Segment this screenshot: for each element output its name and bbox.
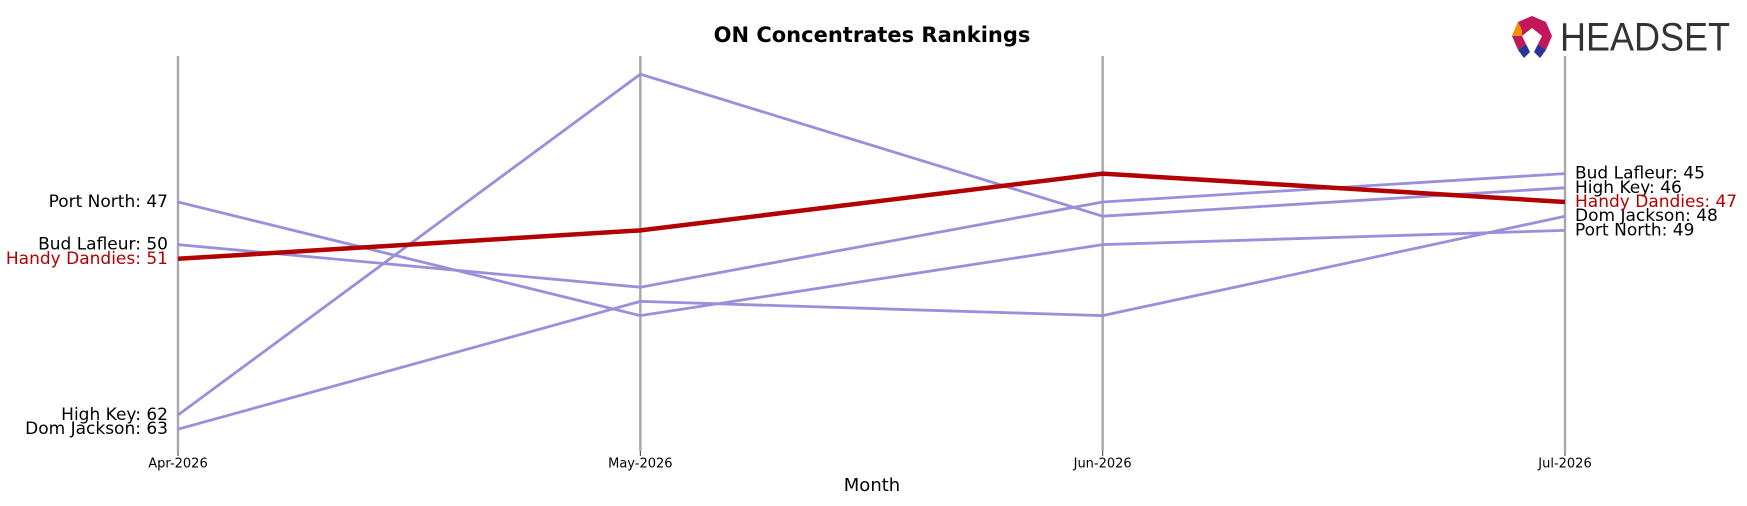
value-label: Dom Jackson: 48: [1575, 206, 1718, 226]
series-line: [177, 200, 1566, 318]
logo-mark: [1518, 44, 1530, 58]
value-label: Bud Lafleur: 45: [1575, 164, 1705, 184]
value-label: Port North: 47: [49, 192, 168, 212]
logo-text: HEADSET: [1560, 16, 1730, 60]
logo-mark: [1512, 16, 1552, 50]
value-label: High Key: 46: [1575, 178, 1682, 198]
value-label: Bud Lafleur: 50: [38, 235, 168, 255]
series-line: [177, 214, 1566, 431]
x-tick-label: Apr-2026: [148, 457, 207, 472]
value-label: High Key: 62: [61, 405, 168, 425]
x-tick-label: Jul-2026: [1537, 457, 1591, 472]
logo-mark: [1512, 22, 1522, 36]
chart-title: ON Concentrates Rankings: [714, 23, 1031, 47]
series-line: [177, 171, 1566, 262]
value-label: Handy Dandies: 47: [1575, 192, 1737, 212]
x-tick-label: Jun-2026: [1073, 457, 1132, 472]
value-label: Dom Jackson: 63: [25, 419, 168, 439]
value-label: Port North: 49: [1575, 220, 1694, 240]
value-label: Handy Dandies: 51: [6, 249, 168, 269]
x-axis-label: Month: [844, 475, 900, 496]
x-tick-label: May-2026: [608, 457, 672, 472]
logo: HEADSET: [1512, 16, 1730, 60]
logo-mark: [1534, 44, 1546, 58]
